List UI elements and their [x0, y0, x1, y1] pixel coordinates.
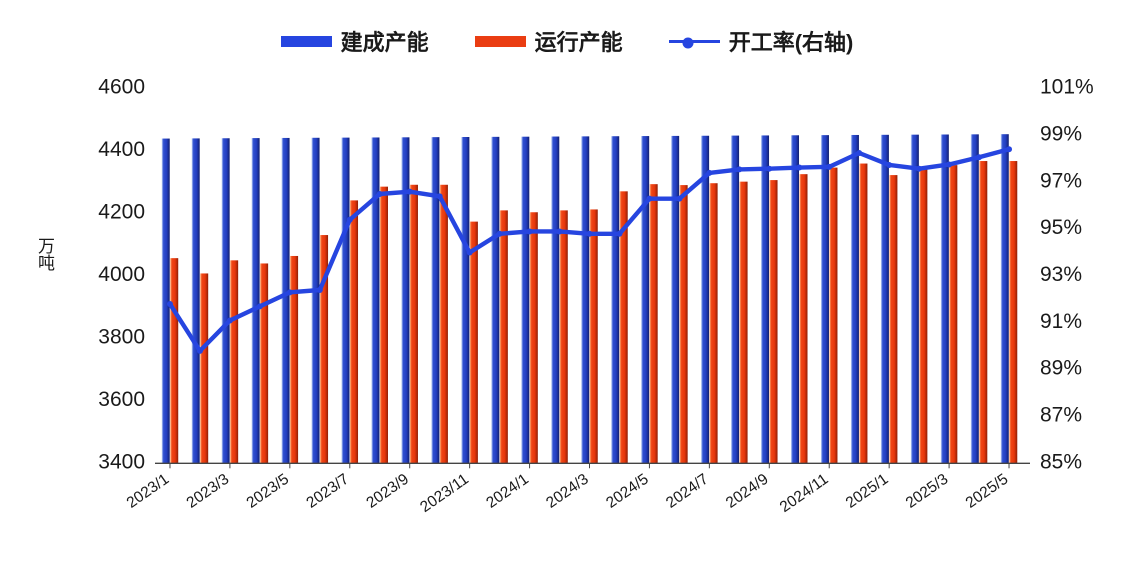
svg-text:87%: 87%	[1040, 403, 1082, 426]
svg-text:2024/7: 2024/7	[663, 471, 712, 512]
svg-text:2025/3: 2025/3	[903, 471, 952, 512]
svg-text:95%: 95%	[1040, 216, 1082, 239]
svg-text:4000: 4000	[98, 263, 145, 286]
svg-text:2025/1: 2025/1	[843, 471, 892, 512]
svg-text:2023/1: 2023/1	[124, 471, 173, 512]
svg-text:2024/9: 2024/9	[723, 471, 772, 512]
svg-text:2024/1: 2024/1	[483, 471, 532, 512]
svg-text:2024/3: 2024/3	[543, 471, 592, 512]
svg-text:4200: 4200	[98, 201, 145, 224]
svg-text:3800: 3800	[98, 325, 145, 348]
svg-text:2025/5: 2025/5	[963, 471, 1012, 512]
svg-text:91%: 91%	[1040, 310, 1082, 333]
svg-text:2024/11: 2024/11	[777, 471, 832, 516]
svg-text:99%: 99%	[1040, 122, 1082, 145]
svg-text:4600: 4600	[98, 76, 145, 99]
svg-text:2023/9: 2023/9	[363, 471, 412, 512]
svg-text:3600: 3600	[98, 388, 145, 411]
svg-text:2023/3: 2023/3	[184, 471, 233, 512]
svg-text:3400: 3400	[98, 450, 145, 473]
svg-text:2024/5: 2024/5	[603, 471, 652, 512]
svg-text:2023/5: 2023/5	[244, 471, 293, 512]
svg-text:97%: 97%	[1040, 169, 1082, 192]
svg-text:2023/11: 2023/11	[417, 471, 472, 516]
svg-text:4400: 4400	[98, 138, 145, 161]
svg-text:101%: 101%	[1040, 76, 1094, 99]
svg-text:2023/7: 2023/7	[303, 471, 352, 512]
svg-text:89%: 89%	[1040, 357, 1082, 380]
svg-text:93%: 93%	[1040, 263, 1082, 286]
svg-text:85%: 85%	[1040, 450, 1082, 473]
